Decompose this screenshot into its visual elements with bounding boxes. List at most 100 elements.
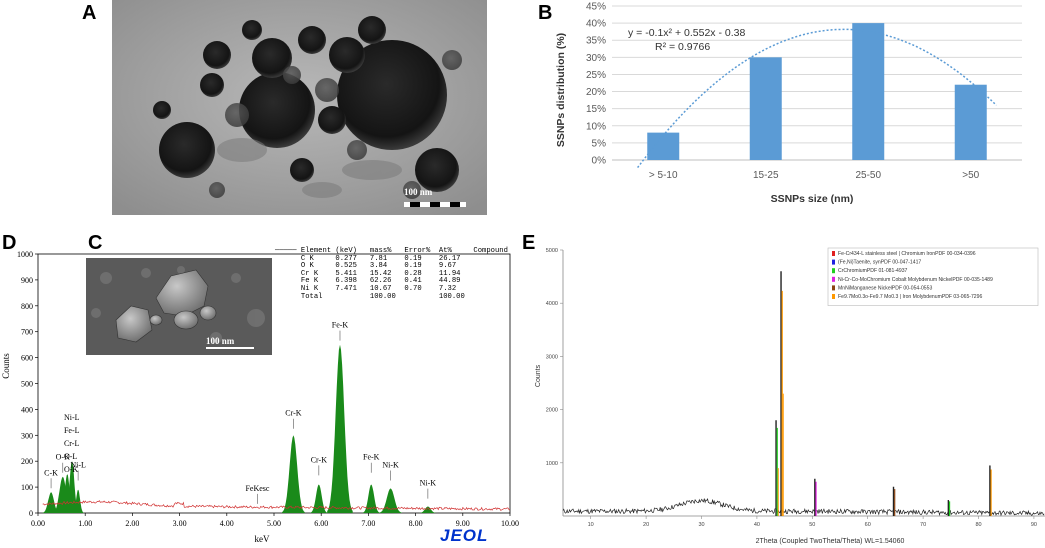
panel-label-a: A — [82, 2, 97, 24]
edx-composition-table: ───── Element (keV) mass% Error% At% Com… — [275, 247, 508, 301]
y-tick-label: 4000 — [546, 301, 558, 307]
y-tick-label: 100 — [21, 483, 33, 492]
y-axis-title: Counts — [535, 364, 542, 387]
edx-peak-4 — [64, 461, 80, 513]
y-axis-title: Counts — [1, 353, 11, 379]
y-tick-label: 500 — [21, 380, 33, 389]
edx-peak-5 — [72, 489, 84, 513]
x-tick-label: 9.00 — [456, 519, 470, 528]
tem-scale-label: 100 nm — [404, 187, 433, 197]
x-tick-label: 60 — [865, 522, 871, 528]
y-tick-label: 25% — [586, 70, 606, 81]
legend-swatch — [832, 294, 835, 299]
legend-box — [827, 247, 1039, 306]
x-tick-label: 10.00 — [501, 519, 519, 528]
x-tick-label: 80 — [975, 522, 981, 528]
xrd-pattern: 1000 2000 3000 4000 5000 10 20 30 40 50 60 70 80 90 F… — [535, 247, 1045, 545]
panel-label-b: B — [538, 2, 553, 24]
peak-label: FeKesc — [245, 484, 269, 493]
peak-label: C-K — [44, 468, 58, 477]
y-tick-label: 2000 — [546, 408, 558, 414]
nanoparticle-aggregate — [153, 16, 459, 192]
edx-spectrum: 0 100 200 300 400 500 600 700 800 900 1000 0.00 1.00… — [1, 250, 519, 544]
x-tick-label: 30 — [698, 522, 704, 528]
legend-entry: Fe9.7Mo0.3o-Fe9.7 Mo0.3 | Iron Molybdenu… — [838, 294, 982, 300]
scale-bar: 100 nm — [404, 187, 466, 207]
bar-1 — [647, 132, 680, 160]
trendline-r2: R² = 0.9766 — [655, 41, 710, 53]
jeol-logo: JEOL — [440, 526, 489, 545]
y-tick-label: 3000 — [546, 354, 558, 360]
sem-micrograph: 100 nm — [86, 258, 272, 355]
peak-label: Ni-K — [382, 461, 399, 470]
sem-scale-label: 100 nm — [206, 336, 235, 346]
edx-peak-8 — [327, 344, 353, 513]
y-tick-label: 300 — [21, 431, 33, 440]
peak-label: Fe-K — [332, 321, 349, 330]
y-tick-label: 30% — [586, 53, 606, 64]
panel-label-d: D — [2, 232, 17, 254]
peak-label: Ni-K — [420, 479, 437, 488]
x-tick-label: 3.00 — [173, 519, 187, 528]
y-tick-label: 1000 — [17, 250, 33, 259]
x-tick-label: >50 — [962, 170, 979, 181]
stacked-peak-label: O-K — [64, 465, 78, 474]
y-tick-label: 200 — [21, 457, 33, 466]
y-tick-label: 40% — [586, 19, 606, 30]
y-tick-label: 10% — [586, 121, 606, 132]
x-tick-label: 25-50 — [855, 170, 881, 181]
legend-entry: Ni-Cr-Co-MoChromium Cobalt Molybdenum Ni… — [838, 277, 993, 283]
edx-peak-1 — [42, 492, 60, 513]
x-axis-title: 2Theta (Coupled TwoTheta/Theta) WL=1.540… — [756, 538, 905, 545]
x-tick-label: 20 — [643, 522, 649, 528]
size-distribution-chart: 0% 5% 10% 15% 20% 25% 30% 35% 40% 45% > 5-10 15-25… — [555, 2, 1022, 205]
y-tick-label: 900 — [21, 276, 33, 285]
x-tick-label: > 5-10 — [649, 170, 678, 181]
x-tick-label: 10 — [588, 522, 594, 528]
legend-swatch — [832, 285, 835, 291]
y-tick-label: 400 — [21, 405, 33, 414]
stacked-peak-label: Fe-L — [64, 426, 80, 435]
edx-peak-7 — [310, 484, 328, 513]
tem-micrograph: 100 nm — [112, 0, 487, 215]
panel-label-c: C — [88, 232, 103, 254]
legend-entry: (Fe,Ni)Taenite, synPDF 00-047-1417 — [838, 260, 921, 266]
x-tick-label: 5.00 — [267, 519, 281, 528]
stacked-peak-label: Ni-L — [64, 413, 80, 422]
peak-label: Ni-L — [70, 461, 86, 470]
peak-label: Fe-K — [363, 453, 380, 462]
y-tick-label: 5% — [592, 138, 607, 149]
legend-swatch — [832, 259, 835, 265]
x-tick-label: 50 — [809, 522, 815, 528]
x-tick-label: 6.00 — [314, 519, 328, 528]
y-tick-label: 600 — [21, 354, 33, 363]
stacked-peak-label: Cr-L — [64, 439, 80, 448]
y-tick-label: 0% — [592, 156, 607, 167]
y-tick-label: 0 — [29, 509, 33, 518]
legend-swatch — [832, 276, 835, 282]
x-tick-label: 8.00 — [409, 519, 423, 528]
edx-peak-9 — [362, 484, 380, 513]
y-tick-label: 5000 — [546, 248, 558, 254]
y-tick-label: 800 — [21, 302, 33, 311]
edx-peak-6 — [282, 435, 305, 513]
legend-entry: CrChromiumPDF 01-081-4937 — [838, 268, 908, 274]
x-tick-label: 7.00 — [361, 519, 375, 528]
bar-2 — [749, 57, 782, 161]
x-tick-label: 15-25 — [753, 170, 779, 181]
x-tick-label: 70 — [920, 522, 926, 528]
x-tick-label: 4.00 — [220, 519, 234, 528]
x-axis-title: keV — [255, 534, 270, 544]
peak-label: O-K — [56, 453, 70, 462]
edx-peak-11 — [419, 506, 437, 513]
legend-swatch — [832, 268, 835, 274]
bar-4 — [954, 84, 987, 160]
x-tick-label: 90 — [1031, 522, 1037, 528]
y-tick-label: 700 — [21, 328, 33, 337]
trendline-equation: y = -0.1x² + 0.552x - 0.38 — [628, 27, 745, 39]
panel-label-e: E — [522, 232, 536, 254]
y-tick-label: 1000 — [546, 461, 558, 467]
peak-label: Cr-K — [285, 409, 302, 418]
edx-peak-10 — [379, 488, 402, 513]
legend-swatch — [832, 251, 835, 256]
